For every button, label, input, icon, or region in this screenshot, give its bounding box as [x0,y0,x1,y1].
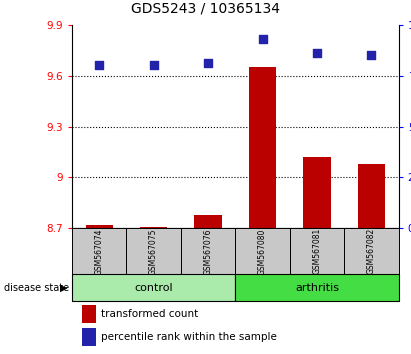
Bar [358,164,385,228]
Text: GSM567080: GSM567080 [258,228,267,275]
Text: GDS5243 / 10365134: GDS5243 / 10365134 [131,2,280,16]
Text: control: control [134,282,173,293]
Bar [140,227,167,228]
Bar [82,306,97,323]
Point [368,52,375,58]
Bar [235,274,399,301]
Bar [303,157,330,228]
Text: transformed count: transformed count [102,309,199,319]
Point [96,63,102,68]
Text: GSM567074: GSM567074 [95,228,104,275]
Bar [249,67,276,228]
Bar [72,274,235,301]
Bar [181,228,235,274]
Text: disease state: disease state [4,282,69,293]
Bar [72,228,127,274]
Bar [194,215,222,228]
Point [259,36,266,42]
Point [205,61,211,66]
Text: GSM567076: GSM567076 [203,228,212,275]
Point [150,63,157,68]
Bar [126,228,181,274]
Bar [235,228,290,274]
Text: arthritis: arthritis [295,282,339,293]
Point [314,51,320,56]
Bar [290,228,344,274]
Text: GSM567082: GSM567082 [367,228,376,274]
Text: GSM567081: GSM567081 [312,228,321,274]
Text: ▶: ▶ [60,282,68,293]
Bar [344,228,399,274]
Bar [85,225,113,228]
Bar [82,328,97,346]
Text: GSM567075: GSM567075 [149,228,158,275]
Text: percentile rank within the sample: percentile rank within the sample [102,332,277,342]
